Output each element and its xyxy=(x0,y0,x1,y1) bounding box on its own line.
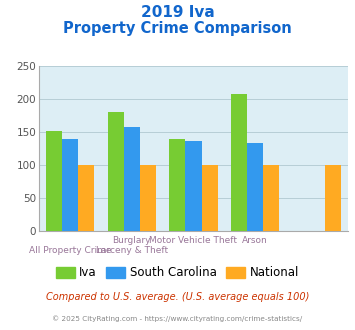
Text: Larceny & Theft: Larceny & Theft xyxy=(95,246,168,255)
Bar xyxy=(231,94,247,231)
Text: Burglary: Burglary xyxy=(113,236,151,245)
Text: Property Crime Comparison: Property Crime Comparison xyxy=(63,21,292,36)
Bar xyxy=(140,165,156,231)
Bar xyxy=(169,139,185,231)
Bar xyxy=(325,165,341,231)
Text: 2019 Iva: 2019 Iva xyxy=(141,5,214,20)
Text: Arson: Arson xyxy=(242,236,268,245)
Text: © 2025 CityRating.com - https://www.cityrating.com/crime-statistics/: © 2025 CityRating.com - https://www.city… xyxy=(53,315,302,322)
Bar xyxy=(124,127,140,231)
Text: Motor Vehicle Theft: Motor Vehicle Theft xyxy=(149,236,237,245)
Bar xyxy=(62,139,78,231)
Legend: Iva, South Carolina, National: Iva, South Carolina, National xyxy=(51,262,304,284)
Bar xyxy=(247,143,263,231)
Bar xyxy=(78,165,94,231)
Bar xyxy=(185,141,202,231)
Text: Compared to U.S. average. (U.S. average equals 100): Compared to U.S. average. (U.S. average … xyxy=(46,292,309,302)
Text: All Property Crime: All Property Crime xyxy=(29,246,111,255)
Bar xyxy=(263,165,279,231)
Bar xyxy=(108,112,124,231)
Bar xyxy=(202,165,218,231)
Bar xyxy=(46,131,62,231)
